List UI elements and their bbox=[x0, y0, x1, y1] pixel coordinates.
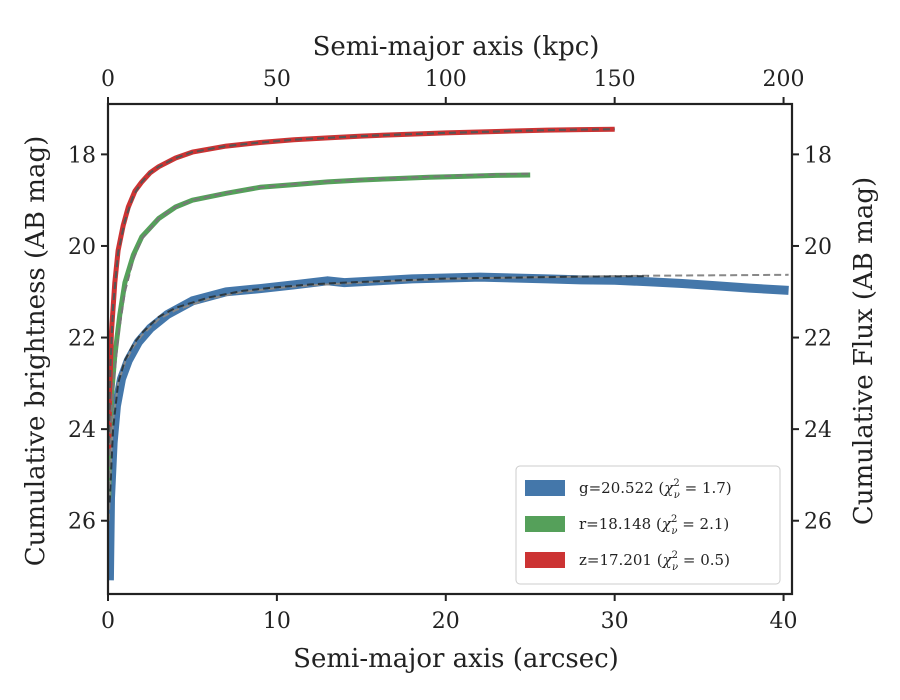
legend-label-2-sub: ν bbox=[672, 562, 678, 573]
y-tick-label-1: 20 bbox=[68, 235, 96, 260]
model-fit-line-3 bbox=[108, 128, 615, 443]
legend-swatch-0 bbox=[525, 480, 565, 496]
legend-swatch-1 bbox=[525, 516, 565, 532]
legend-label-1-sup: 2 bbox=[671, 514, 677, 525]
model-fit-line-1 bbox=[108, 275, 649, 503]
legend-label-2-sup: 2 bbox=[672, 550, 678, 561]
x-axis-label: Semi-major axis (arcsec) bbox=[293, 644, 619, 674]
y-tick-label-4: 26 bbox=[68, 510, 96, 535]
legend-label-0-sub: ν bbox=[674, 490, 680, 501]
legend-swatch-2 bbox=[525, 552, 565, 568]
y-right-axis-label: Cumulative Flux (AB mag) bbox=[849, 177, 879, 525]
x-top-tick-label-2: 100 bbox=[425, 67, 467, 92]
plot-area bbox=[108, 126, 789, 581]
series-line-0 bbox=[108, 272, 789, 581]
y-tick-label-3: 24 bbox=[68, 418, 96, 443]
x-tick-label-1: 10 bbox=[263, 609, 291, 634]
legend: g=20.522 (χ2 ν = 1.7)r=18.148 (χ2 ν = 2.1)… bbox=[515, 465, 781, 585]
y-tick-label-2: 22 bbox=[68, 327, 96, 352]
y-right-tick-label-1: 20 bbox=[804, 235, 832, 260]
legend-label-0-tail: = 1.7) bbox=[680, 479, 732, 497]
legend-label-1-sub: ν bbox=[671, 526, 677, 537]
model-fit-line-2 bbox=[108, 172, 531, 489]
y-right-tick-label-4: 26 bbox=[804, 510, 832, 535]
x-tick-label-4: 40 bbox=[770, 609, 798, 634]
x-top-tick-label-4: 200 bbox=[763, 67, 805, 92]
legend-label-2-chi: χ bbox=[662, 551, 673, 569]
legend-label-0-sup: 2 bbox=[673, 478, 679, 489]
legend-label-2-tail: = 0.5) bbox=[678, 551, 730, 569]
y-axis-label: Cumulative brightness (AB mag) bbox=[21, 136, 51, 567]
legend-label-0-main: g=20.522 ( bbox=[579, 479, 664, 497]
y-right-tick-label-2: 22 bbox=[804, 327, 832, 352]
y-tick-label-0: 18 bbox=[68, 143, 96, 168]
legend-label-0-chi: χ bbox=[663, 479, 674, 497]
x-top-tick-label-1: 50 bbox=[263, 67, 291, 92]
x-top-axis-label: Semi-major axis (kpc) bbox=[313, 32, 600, 62]
x-top-tick-label-3: 150 bbox=[594, 67, 636, 92]
x-tick-label-0: 0 bbox=[101, 609, 115, 634]
axes-frame bbox=[106, 102, 794, 596]
x-top-tick-label-0: 0 bbox=[101, 67, 115, 92]
legend-label-1: r=18.148 (χ2 ν = 2.1) bbox=[579, 514, 729, 537]
legend-box bbox=[515, 465, 781, 585]
x-tick-label-3: 30 bbox=[601, 609, 629, 634]
x-tick-label-2: 20 bbox=[432, 609, 460, 634]
legend-label-1-main: r=18.148 ( bbox=[579, 515, 662, 533]
legend-label-2-main: z=17.201 ( bbox=[579, 551, 663, 569]
legend-label-1-chi: χ bbox=[661, 515, 672, 533]
y-right-tick-label-3: 24 bbox=[804, 418, 832, 443]
legend-label-0: g=20.522 (χ2 ν = 1.7) bbox=[579, 478, 732, 501]
legend-label-2: z=17.201 (χ2 ν = 0.5) bbox=[579, 550, 730, 573]
model-fit-line-0 bbox=[108, 273, 789, 521]
series-line-1 bbox=[108, 172, 531, 498]
legend-label-1-tail: = 2.1) bbox=[677, 515, 729, 533]
y-right-tick-label-0: 18 bbox=[804, 143, 832, 168]
